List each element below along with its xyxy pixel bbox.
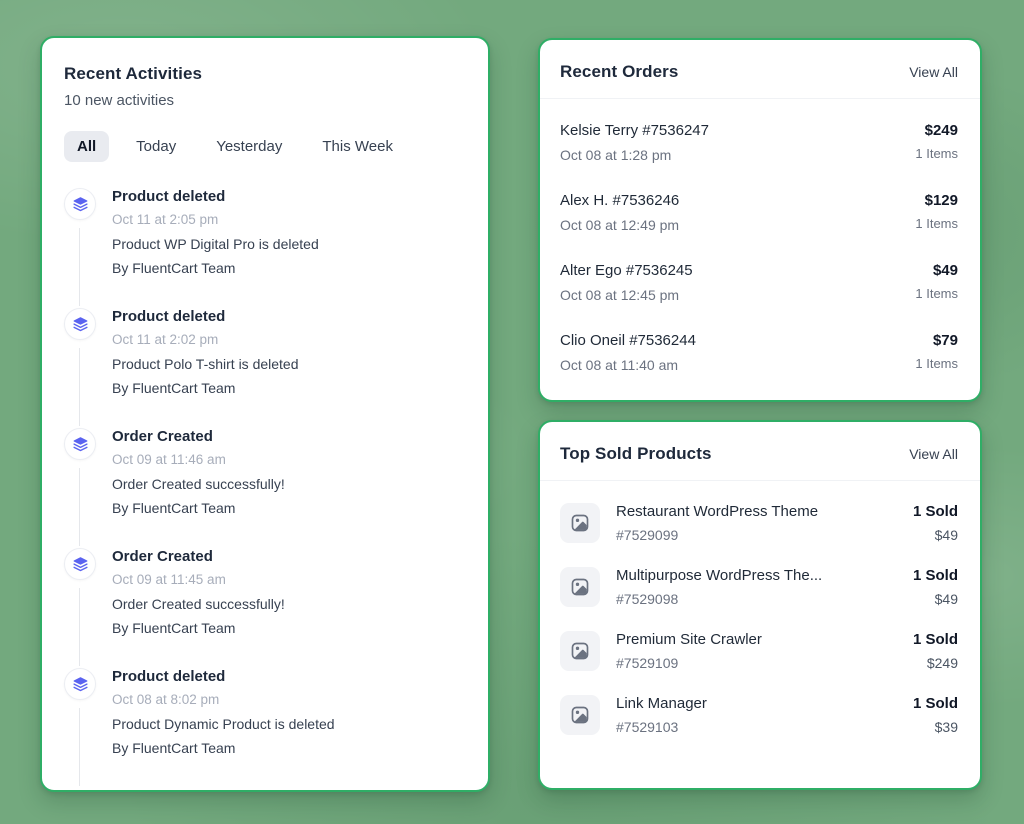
- recent-orders-title: Recent Orders: [560, 62, 679, 81]
- activity-title: Product deleted: [112, 308, 226, 325]
- image-icon: [560, 567, 600, 607]
- recent-orders-panel: Recent Orders View All Kelsie Terry #753…: [538, 38, 982, 402]
- product-sold-count: 1 Sold: [912, 567, 958, 584]
- product-row[interactable]: Premium Site Crawler #7529109 1 Sold $24…: [560, 619, 958, 683]
- order-amount: $49: [932, 262, 958, 279]
- order-customer: Alter Ego #7536245: [560, 262, 693, 279]
- activity-description: Order Created successfully!: [112, 476, 285, 492]
- activity-time: Oct 11 at 2:05 pm: [112, 212, 219, 227]
- recent-activities-title: Recent Activities: [64, 64, 203, 83]
- activity-description: Product Polo T-shirt is deleted: [112, 356, 299, 372]
- order-time: Oct 08 at 12:45 pm: [560, 287, 680, 303]
- order-row[interactable]: Clio Oneil #7536244 Oct 08 at 11:40 am $…: [560, 317, 958, 387]
- activity-title: Order Created: [112, 548, 213, 565]
- activity-author: By FluentCart Team: [112, 620, 236, 636]
- layers-icon: [64, 428, 96, 460]
- product-row[interactable]: Link Manager #7529103 1 Sold $39: [560, 683, 958, 747]
- layers-icon: [64, 668, 96, 700]
- activity-item: Product deleted Oct 08 at 8:02 pm Produc…: [64, 668, 464, 788]
- activity-author: By FluentCart Team: [112, 380, 236, 396]
- layers-icon: [64, 188, 96, 220]
- product-id: #7529109: [616, 655, 679, 671]
- activity-author: By FluentCart Team: [112, 260, 236, 276]
- activity-time: Oct 09 at 11:46 am: [112, 452, 226, 467]
- order-customer: Clio Oneil #7536244: [560, 332, 696, 349]
- tab-today[interactable]: Today: [123, 131, 189, 162]
- activity-timeline: Product deleted Oct 11 at 2:05 pm Produc…: [64, 188, 464, 788]
- order-customer: Alex H. #7536246: [560, 192, 680, 209]
- activity-filter-tabs: All Today Yesterday This Week: [64, 131, 464, 162]
- order-items-count: 1 Items: [915, 146, 958, 161]
- product-row[interactable]: Multipurpose WordPress The... #7529098 1…: [560, 555, 958, 619]
- product-name: Restaurant WordPress Theme: [616, 503, 819, 520]
- activity-author: By FluentCart Team: [112, 740, 236, 756]
- activity-title: Product deleted: [112, 188, 226, 205]
- tab-all[interactable]: All: [64, 131, 110, 162]
- activity-description: Product Dynamic Product is deleted: [112, 716, 335, 732]
- order-time: Oct 08 at 12:49 pm: [560, 217, 680, 233]
- recent-orders-view-all-link[interactable]: View All: [909, 64, 958, 80]
- product-id: #7529099: [616, 527, 679, 543]
- top-sold-products-title: Top Sold Products: [560, 444, 712, 463]
- top-sold-products-view-all-link[interactable]: View All: [909, 446, 958, 462]
- recent-activities-subtitle: 10 new activities: [64, 92, 175, 109]
- activity-title: Order Created: [112, 428, 213, 445]
- product-id: #7529098: [616, 591, 679, 607]
- activity-item: Product deleted Oct 11 at 2:02 pm Produc…: [64, 308, 464, 428]
- image-icon: [560, 695, 600, 735]
- orders-list: Kelsie Terry #7536247 Oct 08 at 1:28 pm …: [540, 99, 980, 387]
- product-row[interactable]: Restaurant WordPress Theme #7529099 1 So…: [560, 491, 958, 555]
- product-sold-count: 1 Sold: [912, 503, 958, 520]
- product-price: $49: [934, 527, 958, 543]
- order-amount: $79: [932, 332, 958, 349]
- order-customer: Kelsie Terry #7536247: [560, 122, 709, 139]
- order-amount: $129: [924, 192, 958, 209]
- order-items-count: 1 Items: [915, 356, 958, 371]
- product-sold-count: 1 Sold: [912, 631, 958, 648]
- activity-time: Oct 08 at 8:02 pm: [112, 692, 220, 707]
- tab-this-week[interactable]: This Week: [309, 131, 406, 162]
- order-row[interactable]: Alex H. #7536246 Oct 08 at 12:49 pm $129…: [560, 177, 958, 247]
- activity-title: Product deleted: [112, 668, 226, 685]
- activity-description: Order Created successfully!: [112, 596, 285, 612]
- recent-activities-panel: Recent Activities 10 new activities All …: [40, 36, 490, 792]
- activity-time: Oct 09 at 11:45 am: [112, 572, 226, 587]
- order-time: Oct 08 at 11:40 am: [560, 357, 679, 373]
- product-id: #7529103: [616, 719, 679, 735]
- product-sold-count: 1 Sold: [912, 695, 958, 712]
- order-time: Oct 08 at 1:28 pm: [560, 147, 672, 163]
- product-name: Link Manager: [616, 695, 707, 712]
- order-row[interactable]: Alter Ego #7536245 Oct 08 at 12:45 pm $4…: [560, 247, 958, 317]
- image-icon: [560, 631, 600, 671]
- product-price: $49: [934, 591, 958, 607]
- layers-icon: [64, 548, 96, 580]
- product-price: $39: [934, 719, 958, 735]
- activity-description: Product WP Digital Pro is deleted: [112, 236, 319, 252]
- product-name: Premium Site Crawler: [616, 631, 762, 648]
- products-list: Restaurant WordPress Theme #7529099 1 So…: [540, 481, 980, 747]
- tab-yesterday[interactable]: Yesterday: [203, 131, 295, 162]
- order-items-count: 1 Items: [915, 286, 958, 301]
- layers-icon: [64, 308, 96, 340]
- activity-item: Order Created Oct 09 at 11:45 am Order C…: [64, 548, 464, 668]
- activity-author: By FluentCart Team: [112, 500, 236, 516]
- activity-item: Order Created Oct 09 at 11:46 am Order C…: [64, 428, 464, 548]
- order-amount: $249: [924, 122, 958, 139]
- image-icon: [560, 503, 600, 543]
- activity-item: Product deleted Oct 11 at 2:05 pm Produc…: [64, 188, 464, 308]
- order-row[interactable]: Kelsie Terry #7536247 Oct 08 at 1:28 pm …: [560, 107, 958, 177]
- product-name: Multipurpose WordPress The...: [616, 567, 823, 584]
- product-price: $249: [926, 655, 958, 671]
- top-sold-products-panel: Top Sold Products View All Restaurant Wo…: [538, 420, 982, 790]
- order-items-count: 1 Items: [915, 216, 958, 231]
- activity-time: Oct 11 at 2:02 pm: [112, 332, 219, 347]
